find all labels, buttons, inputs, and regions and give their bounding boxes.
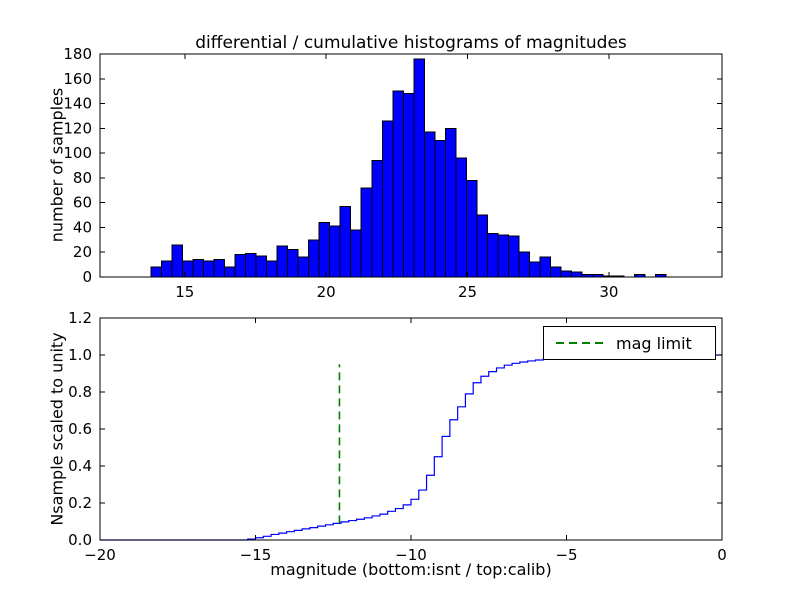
svg-text:100: 100 (63, 144, 92, 162)
svg-text:−15: −15 (240, 546, 272, 564)
svg-text:0.2: 0.2 (68, 494, 92, 512)
svg-text:120: 120 (63, 119, 92, 137)
svg-text:0.8: 0.8 (68, 383, 92, 401)
svg-text:0.0: 0.0 (68, 531, 92, 549)
svg-text:20: 20 (73, 243, 92, 261)
svg-text:−5: −5 (555, 546, 577, 564)
svg-text:25: 25 (458, 283, 477, 301)
svg-text:0: 0 (717, 546, 727, 564)
svg-text:0.4: 0.4 (68, 457, 92, 475)
svg-text:20: 20 (317, 283, 336, 301)
bottom-xlabel: magnitude (bottom:isnt / top:calib) (270, 560, 552, 579)
svg-text:−20: −20 (84, 546, 116, 564)
svg-text:160: 160 (63, 70, 92, 88)
chart-title: differential / cumulative histograms of … (195, 33, 627, 53)
svg-text:0.6: 0.6 (68, 420, 92, 438)
svg-text:30: 30 (599, 283, 618, 301)
svg-text:180: 180 (63, 45, 92, 63)
legend-dash-line-icon (556, 342, 606, 344)
svg-text:1.0: 1.0 (68, 346, 92, 364)
svg-text:60: 60 (73, 194, 92, 212)
svg-text:140: 140 (63, 95, 92, 113)
svg-text:15: 15 (175, 283, 194, 301)
legend-label: mag limit (616, 333, 692, 353)
legend: mag limit (543, 326, 716, 360)
svg-text:0: 0 (82, 268, 92, 286)
svg-text:80: 80 (73, 169, 92, 187)
svg-text:40: 40 (73, 218, 92, 236)
svg-text:−10: −10 (395, 546, 427, 564)
svg-text:1.2: 1.2 (68, 309, 92, 327)
